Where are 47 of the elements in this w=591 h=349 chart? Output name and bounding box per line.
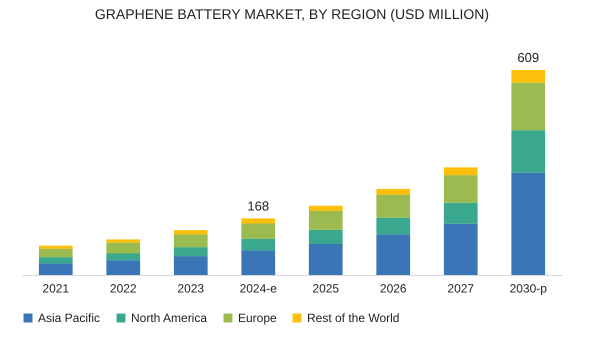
bar [106, 260, 140, 275]
x-tick-label: 2021 [42, 282, 70, 296]
bar [174, 247, 208, 256]
bar [444, 224, 478, 275]
bar [308, 211, 343, 230]
bar [38, 263, 73, 275]
bar [38, 257, 73, 264]
bar [241, 218, 276, 224]
annotation: 609 [517, 50, 540, 65]
legend-label: Europe [238, 311, 278, 325]
bar [444, 202, 478, 224]
bar [106, 239, 140, 243]
bar [376, 194, 410, 218]
bar [376, 218, 410, 235]
x-tick-label: 2024-e [240, 282, 278, 296]
legend-label: North America [131, 311, 208, 325]
bar [308, 206, 343, 212]
bar [174, 256, 208, 275]
x-tick-label: 2026 [380, 282, 407, 296]
bar [308, 244, 343, 275]
annotation: 168 [247, 198, 270, 214]
x-tick-label: 2025 [312, 282, 340, 296]
bar [376, 188, 410, 195]
legend-label: Asia Pacific [38, 311, 100, 325]
bar [174, 234, 208, 248]
bar [38, 246, 73, 249]
bar [444, 167, 478, 176]
bar [106, 242, 140, 254]
bar [241, 238, 276, 250]
bar [174, 230, 208, 234]
x-tick-label: 2023 [177, 282, 204, 296]
bar [241, 250, 276, 275]
x-tick-label: 2027 [447, 282, 474, 296]
bar [444, 175, 478, 203]
bar [511, 82, 546, 130]
bar [241, 224, 276, 239]
bar [511, 130, 546, 173]
bar [511, 70, 546, 83]
bar [308, 230, 343, 244]
bar [106, 253, 140, 260]
chart-title: GRAPHENE BATTERY MARKET, BY REGION (USD MILLION) [94, 6, 490, 22]
x-tick-label: 2022 [110, 282, 137, 296]
legend-label: Rest of the World [307, 311, 400, 325]
bar [511, 172, 546, 275]
bar [38, 248, 73, 258]
x-tick-label: 2030-p [510, 282, 548, 296]
bar [376, 234, 410, 275]
